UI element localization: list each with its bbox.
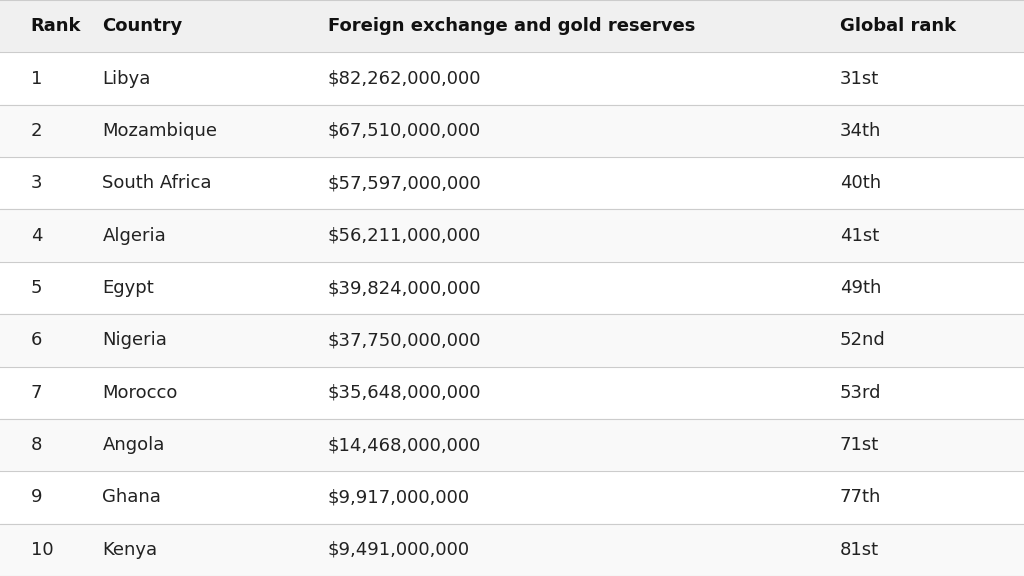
- Text: $9,491,000,000: $9,491,000,000: [328, 541, 470, 559]
- Text: 77th: 77th: [840, 488, 881, 506]
- Text: 34th: 34th: [840, 122, 881, 140]
- Text: 5: 5: [31, 279, 42, 297]
- Text: 81st: 81st: [840, 541, 879, 559]
- Text: 40th: 40th: [840, 175, 881, 192]
- Text: South Africa: South Africa: [102, 175, 212, 192]
- Text: 4: 4: [31, 226, 42, 245]
- Text: 1: 1: [31, 70, 42, 88]
- Bar: [0, 262, 1024, 314]
- Text: 41st: 41st: [840, 226, 879, 245]
- Bar: [0, 419, 1024, 471]
- Text: $82,262,000,000: $82,262,000,000: [328, 70, 481, 88]
- Text: $39,824,000,000: $39,824,000,000: [328, 279, 481, 297]
- Bar: [0, 52, 1024, 105]
- Text: Foreign exchange and gold reserves: Foreign exchange and gold reserves: [328, 17, 695, 35]
- Bar: [0, 471, 1024, 524]
- Text: Egypt: Egypt: [102, 279, 155, 297]
- Text: 2: 2: [31, 122, 42, 140]
- Text: 10: 10: [31, 541, 53, 559]
- Text: Global rank: Global rank: [840, 17, 955, 35]
- Text: Nigeria: Nigeria: [102, 331, 167, 350]
- Text: $35,648,000,000: $35,648,000,000: [328, 384, 481, 401]
- Text: 8: 8: [31, 436, 42, 454]
- Text: Mozambique: Mozambique: [102, 122, 217, 140]
- Text: 9: 9: [31, 488, 42, 506]
- Text: Kenya: Kenya: [102, 541, 158, 559]
- Text: Angola: Angola: [102, 436, 165, 454]
- Bar: [0, 314, 1024, 366]
- Text: 3: 3: [31, 175, 42, 192]
- Text: $56,211,000,000: $56,211,000,000: [328, 226, 481, 245]
- Bar: [0, 210, 1024, 262]
- Text: 31st: 31st: [840, 70, 879, 88]
- Text: $14,468,000,000: $14,468,000,000: [328, 436, 481, 454]
- Bar: [0, 0, 1024, 52]
- Text: Ghana: Ghana: [102, 488, 161, 506]
- Text: 53rd: 53rd: [840, 384, 882, 401]
- Text: Country: Country: [102, 17, 182, 35]
- Bar: [0, 366, 1024, 419]
- Text: $57,597,000,000: $57,597,000,000: [328, 175, 481, 192]
- Text: $37,750,000,000: $37,750,000,000: [328, 331, 481, 350]
- Text: 52nd: 52nd: [840, 331, 886, 350]
- Bar: [0, 524, 1024, 576]
- Text: 71st: 71st: [840, 436, 879, 454]
- Text: 7: 7: [31, 384, 42, 401]
- Text: 6: 6: [31, 331, 42, 350]
- Text: $9,917,000,000: $9,917,000,000: [328, 488, 470, 506]
- Text: Morocco: Morocco: [102, 384, 178, 401]
- Bar: [0, 105, 1024, 157]
- Text: $67,510,000,000: $67,510,000,000: [328, 122, 481, 140]
- Text: Rank: Rank: [31, 17, 81, 35]
- Text: Libya: Libya: [102, 70, 151, 88]
- Text: 49th: 49th: [840, 279, 881, 297]
- Text: Algeria: Algeria: [102, 226, 166, 245]
- Bar: [0, 157, 1024, 210]
